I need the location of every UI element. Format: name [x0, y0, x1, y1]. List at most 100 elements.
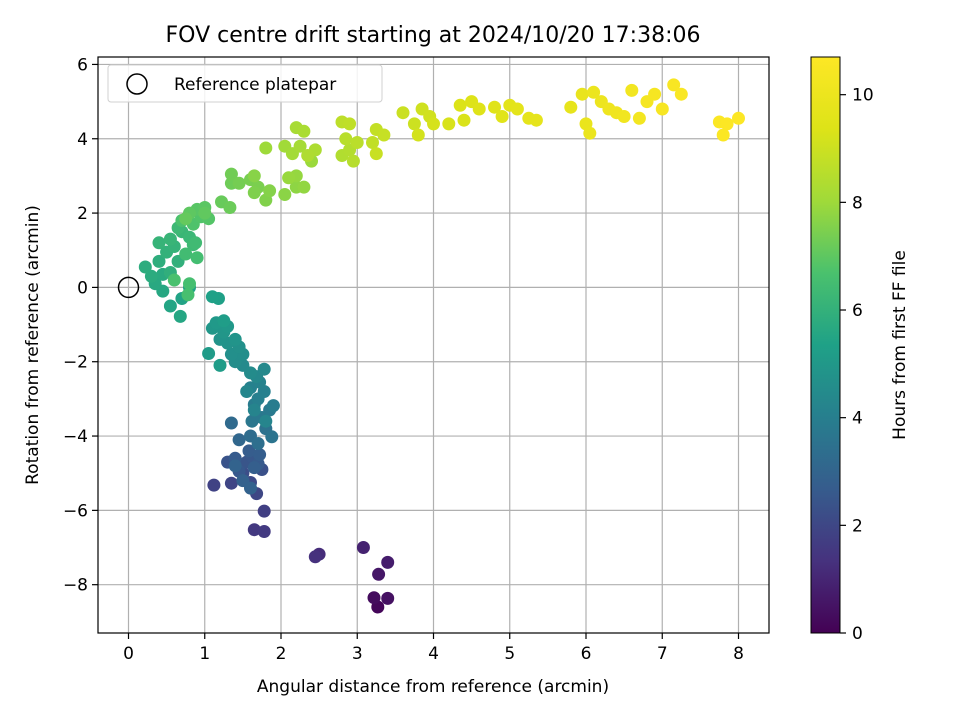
data-point: [655, 102, 669, 116]
data-point: [232, 433, 246, 447]
legend-box: [107, 64, 383, 103]
y-tick-label: 6: [77, 55, 88, 75]
y-tick-label: −2: [63, 353, 88, 373]
data-point: [152, 236, 166, 250]
data-point: [510, 102, 524, 116]
colorbar-tick-label: 4: [852, 409, 863, 429]
colorbar-gradient: [810, 56, 841, 634]
data-point: [265, 430, 279, 444]
data-point: [163, 299, 177, 313]
data-point: [232, 176, 246, 190]
data-point: [189, 236, 203, 250]
data-point: [293, 139, 307, 153]
data-point: [381, 555, 395, 569]
data-point: [529, 113, 543, 127]
legend-marker-icon: [126, 73, 148, 95]
data-point: [259, 414, 273, 428]
data-point: [242, 444, 256, 458]
y-tick-label: 2: [77, 204, 88, 224]
x-tick-label: 0: [123, 644, 134, 664]
x-axis-ticks: 0 1 2 3 4 5 6 7 8: [123, 633, 744, 664]
data-point: [179, 212, 193, 226]
legend-entry: Reference platepar: [174, 75, 336, 95]
colorbar-tick-label: 6: [852, 301, 863, 321]
data-point: [488, 100, 501, 114]
data-point: [144, 269, 158, 283]
data-point: [350, 136, 364, 149]
chart-title: FOV centre drift starting at 2024/10/20 …: [166, 23, 701, 48]
data-point: [453, 98, 467, 112]
data-points: [138, 78, 745, 614]
colorbar-tick-label: 10: [852, 86, 874, 106]
data-point: [587, 85, 601, 99]
y-tick-label: −8: [63, 576, 88, 596]
data-point: [411, 128, 425, 142]
x-tick-label: 5: [504, 644, 515, 664]
data-point: [575, 87, 589, 101]
data-point: [257, 504, 271, 518]
data-point: [495, 110, 509, 123]
data-point: [224, 476, 238, 490]
data-point: [247, 461, 261, 475]
colorbar-tick-label: 2: [852, 516, 863, 536]
data-point: [152, 254, 166, 268]
data-point: [407, 117, 421, 131]
x-tick-label: 6: [581, 644, 592, 664]
data-point: [224, 416, 238, 430]
data-point: [369, 147, 383, 161]
data-point: [247, 169, 261, 183]
data-point: [247, 523, 261, 537]
data-point: [247, 403, 261, 417]
data-point: [207, 478, 221, 492]
data-point: [366, 136, 379, 149]
data-point: [167, 273, 181, 287]
y-tick-label: −4: [63, 427, 88, 447]
data-point: [346, 154, 360, 168]
data-point: [427, 117, 440, 131]
data-point: [245, 414, 259, 428]
data-point: [251, 437, 265, 450]
data-point: [667, 78, 681, 92]
data-point: [173, 309, 187, 323]
data-point: [372, 567, 386, 581]
grid: [98, 57, 769, 633]
data-point: [339, 132, 353, 146]
data-point: [297, 180, 311, 194]
data-point: [308, 550, 322, 564]
data-point: [632, 111, 646, 125]
data-point: [583, 126, 597, 140]
data-point: [179, 247, 193, 261]
data-point: [257, 362, 271, 376]
data-point: [257, 525, 271, 538]
data-point: [297, 124, 311, 138]
data-point: [396, 106, 410, 120]
data-point: [205, 290, 219, 304]
data-point: [198, 206, 212, 220]
data-point: [213, 358, 227, 372]
data-point: [377, 128, 391, 142]
data-point: [732, 111, 745, 125]
colorbar-label: Hours from first FF file: [890, 250, 910, 440]
x-axis-label: Angular distance from reference (arcmin): [257, 677, 609, 697]
x-tick-label: 4: [428, 644, 439, 664]
data-point: [228, 459, 242, 473]
data-point: [253, 448, 267, 462]
data-point: [138, 260, 152, 274]
y-tick-label: 0: [77, 278, 88, 298]
y-axis-ticks: −8 −6 −4 −2 0 2 4 6: [63, 55, 98, 596]
data-point: [244, 481, 257, 495]
x-tick-label: 1: [199, 644, 210, 664]
y-tick-label: −6: [63, 501, 88, 521]
data-point: [716, 128, 730, 142]
data-point: [223, 201, 237, 214]
legend: Reference platepar: [107, 64, 383, 103]
y-axis-label: Rotation from reference (arcmin): [23, 205, 43, 485]
data-point: [442, 117, 456, 131]
data-point: [247, 186, 261, 200]
data-point: [367, 591, 381, 605]
data-point: [259, 141, 273, 155]
data-point: [183, 277, 196, 291]
data-point: [190, 251, 204, 265]
data-point: [266, 399, 280, 413]
